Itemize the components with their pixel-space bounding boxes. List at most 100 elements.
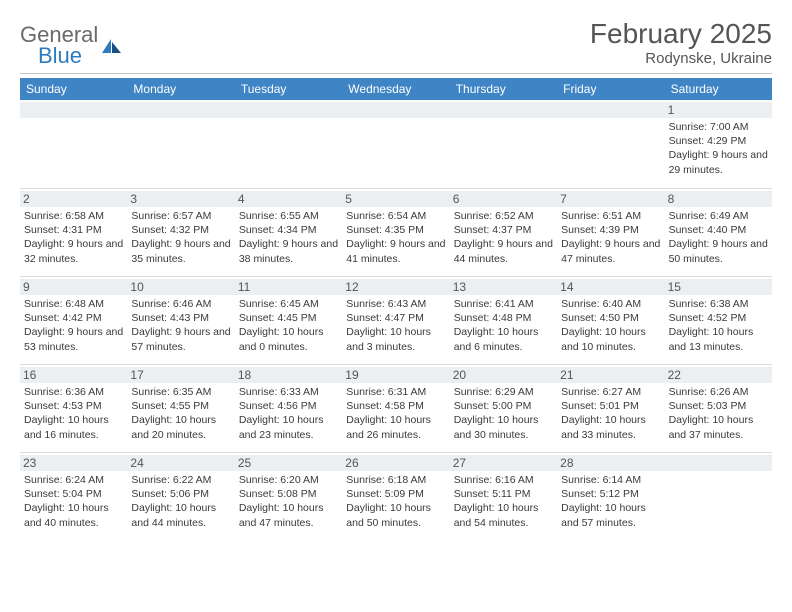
sunset-line: Sunset: 4:34 PM [239,223,338,237]
day-info: Sunrise: 6:54 AMSunset: 4:35 PMDaylight:… [346,209,445,266]
month-title: February 2025 [590,18,772,50]
calendar-cell: 19Sunrise: 6:31 AMSunset: 4:58 PMDayligh… [342,364,449,452]
sunrise-line: Sunrise: 6:33 AM [239,385,338,399]
sunset-line: Sunset: 4:47 PM [346,311,445,325]
day-number: 8 [665,191,772,207]
day-number: . [20,102,127,118]
calendar-cell: 10 Sunrise: 6:46 AMSunset: 4:43 PMDayligh… [127,276,234,364]
day-number: 23 [20,455,127,471]
daylight-line: Daylight: 10 hours and 0 minutes. [239,325,338,353]
calendar-cell: 15Sunrise: 6:38 AMSunset: 4:52 PMDayligh… [665,276,772,364]
sunrise-line: Sunrise: 6:55 AM [239,209,338,223]
daylight-line: Daylight: 9 hours and 44 minutes. [454,237,553,265]
day-number: 26 [342,455,449,471]
day-number: 6 [450,191,557,207]
sunrise-line: Sunrise: 6:20 AM [239,473,338,487]
calendar-cell: . [127,100,234,188]
sunset-line: Sunset: 4:45 PM [239,311,338,325]
day-number: 10 [127,279,234,295]
day-number: . [665,455,772,471]
calendar-cell: 18Sunrise: 6:33 AMSunset: 4:56 PMDayligh… [235,364,342,452]
calendar-cell: 14Sunrise: 6:40 AMSunset: 4:50 PMDayligh… [557,276,664,364]
sunset-line: Sunset: 4:37 PM [454,223,553,237]
calendar-cell: 11Sunrise: 6:45 AMSunset: 4:45 PMDayligh… [235,276,342,364]
calendar-cell: 5 Sunrise: 6:54 AMSunset: 4:35 PMDaylight… [342,188,449,276]
daylight-line: Daylight: 10 hours and 33 minutes. [561,413,660,441]
day-info: Sunrise: 6:20 AMSunset: 5:08 PMDaylight:… [239,473,338,530]
sunset-line: Sunset: 4:35 PM [346,223,445,237]
sunrise-line: Sunrise: 6:24 AM [24,473,123,487]
daylight-line: Daylight: 9 hours and 29 minutes. [669,148,768,176]
sunset-line: Sunset: 4:52 PM [669,311,768,325]
day-number: 21 [557,367,664,383]
sunset-line: Sunset: 4:42 PM [24,311,123,325]
daylight-line: Daylight: 10 hours and 44 minutes. [131,501,230,529]
calendar-cell: 24Sunrise: 6:22 AMSunset: 5:06 PMDayligh… [127,452,234,540]
calendar-cell: 16Sunrise: 6:36 AMSunset: 4:53 PMDayligh… [20,364,127,452]
calendar-cell: 22Sunrise: 6:26 AMSunset: 5:03 PMDayligh… [665,364,772,452]
sunset-line: Sunset: 4:29 PM [669,134,768,148]
day-info: Sunrise: 6:46 AMSunset: 4:43 PMDaylight:… [131,297,230,354]
weekday-label: Friday [557,78,664,100]
sunset-line: Sunset: 5:08 PM [239,487,338,501]
sunset-line: Sunset: 4:55 PM [131,399,230,413]
sunset-line: Sunset: 5:01 PM [561,399,660,413]
weekday-label: Saturday [665,78,772,100]
sunset-line: Sunset: 5:12 PM [561,487,660,501]
sunrise-line: Sunrise: 6:18 AM [346,473,445,487]
sunrise-line: Sunrise: 6:38 AM [669,297,768,311]
weekday-label: Monday [127,78,234,100]
sunset-line: Sunset: 5:00 PM [454,399,553,413]
daylight-line: Daylight: 9 hours and 50 minutes. [669,237,768,265]
day-number: 1 [665,102,772,118]
calendar-cell: . [235,100,342,188]
sunset-line: Sunset: 4:40 PM [669,223,768,237]
brand-logo: General Blue [20,24,122,67]
day-info: Sunrise: 6:43 AMSunset: 4:47 PMDaylight:… [346,297,445,354]
day-number: . [342,102,449,118]
calendar-cell: 8 Sunrise: 6:49 AMSunset: 4:40 PMDaylight… [665,188,772,276]
calendar-body: ...... 1 Sunrise: 7:00 AMSunset: 4:29 PMDa… [20,100,772,540]
calendar-cell: 7Sunrise: 6:51 AMSunset: 4:39 PMDaylight… [557,188,664,276]
calendar-cell: 21Sunrise: 6:27 AMSunset: 5:01 PMDayligh… [557,364,664,452]
daylight-line: Daylight: 10 hours and 26 minutes. [346,413,445,441]
sunset-line: Sunset: 4:53 PM [24,399,123,413]
day-number: 9 [20,279,127,295]
sunrise-line: Sunrise: 6:49 AM [669,209,768,223]
day-number: . [127,102,234,118]
calendar-cell: 6Sunrise: 6:52 AMSunset: 4:37 PMDaylight… [450,188,557,276]
daylight-line: Daylight: 10 hours and 23 minutes. [239,413,338,441]
calendar-cell: 2 Sunrise: 6:58 AMSunset: 4:31 PMDaylight… [20,188,127,276]
calendar-cell: 25Sunrise: 6:20 AMSunset: 5:08 PMDayligh… [235,452,342,540]
day-info: Sunrise: 6:57 AMSunset: 4:32 PMDaylight:… [131,209,230,266]
day-info: Sunrise: 6:33 AMSunset: 4:56 PMDaylight:… [239,385,338,442]
day-number: 5 [342,191,449,207]
weekday-label: Wednesday [342,78,449,100]
day-number: 11 [235,279,342,295]
location: Rodynske, Ukraine [590,50,772,67]
day-info: Sunrise: 6:26 AMSunset: 5:03 PMDaylight:… [669,385,768,442]
daylight-line: Daylight: 10 hours and 37 minutes. [669,413,768,441]
day-info: Sunrise: 6:58 AMSunset: 4:31 PMDaylight:… [24,209,123,266]
sunset-line: Sunset: 4:43 PM [131,311,230,325]
calendar-cell: . [665,452,772,540]
calendar-weekday-header: SundayMondayTuesdayWednesdayThursdayFrid… [20,78,772,100]
day-number: . [235,102,342,118]
sunset-line: Sunset: 4:48 PM [454,311,553,325]
calendar-cell: 4Sunrise: 6:55 AMSunset: 4:34 PMDaylight… [235,188,342,276]
daylight-line: Daylight: 9 hours and 32 minutes. [24,237,123,265]
daylight-line: Daylight: 9 hours and 41 minutes. [346,237,445,265]
day-info: Sunrise: 7:00 AMSunset: 4:29 PMDaylight:… [669,120,768,177]
day-info: Sunrise: 6:14 AMSunset: 5:12 PMDaylight:… [561,473,660,530]
sunrise-line: Sunrise: 6:43 AM [346,297,445,311]
day-info: Sunrise: 6:40 AMSunset: 4:50 PMDaylight:… [561,297,660,354]
calendar-cell: 26Sunrise: 6:18 AMSunset: 5:09 PMDayligh… [342,452,449,540]
sunrise-line: Sunrise: 6:58 AM [24,209,123,223]
daylight-line: Daylight: 10 hours and 3 minutes. [346,325,445,353]
day-number: 2 [20,191,127,207]
day-number: . [450,102,557,118]
calendar-cell: 23Sunrise: 6:24 AMSunset: 5:04 PMDayligh… [20,452,127,540]
daylight-line: Daylight: 10 hours and 13 minutes. [669,325,768,353]
day-info: Sunrise: 6:16 AMSunset: 5:11 PMDaylight:… [454,473,553,530]
daylight-line: Daylight: 9 hours and 57 minutes. [131,325,230,353]
